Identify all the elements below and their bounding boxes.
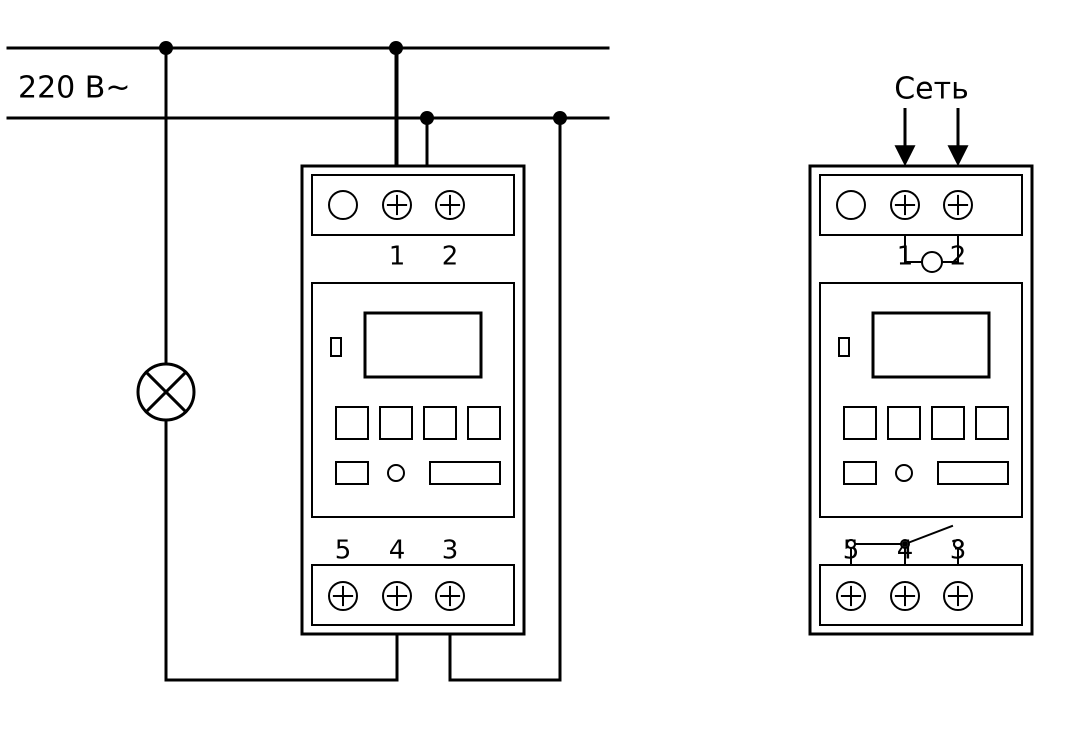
svg-text:5: 5 [335, 536, 352, 566]
svg-text:3: 3 [442, 536, 459, 566]
mains-label: Сеть [894, 72, 969, 107]
svg-text:4: 4 [389, 536, 406, 566]
voltage-label: 220 В~ [18, 71, 131, 106]
svg-text:2: 2 [442, 242, 459, 272]
svg-text:1: 1 [389, 242, 406, 272]
